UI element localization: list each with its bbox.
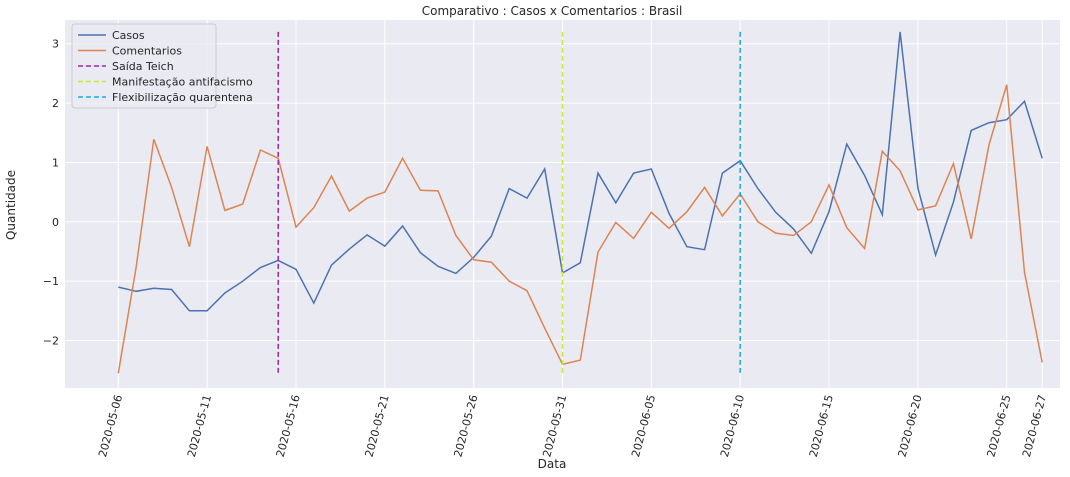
x-tick-label: 2020-05-31 <box>540 393 569 458</box>
series-lines <box>117 31 1043 374</box>
y-tick-label: 1 <box>52 156 59 169</box>
legend: Casos Comentarios Saída Teich Manifestação … <box>71 23 253 109</box>
x-tick-label: 2020-05-21 <box>363 393 392 458</box>
x-tick-label: 2020-06-20 <box>896 393 925 458</box>
legend-box <box>71 23 217 109</box>
chart-title: Comparativo : Casos x Comentarios : Bras… <box>422 4 683 18</box>
legend-label: Manifestação antifacismo <box>112 76 253 89</box>
legend-label: Saída Teich <box>112 60 174 73</box>
y-tick-label: 0 <box>52 216 59 229</box>
legend-label: Flexibilização quarentena <box>112 91 253 104</box>
y-axis-label: Quantidade <box>4 170 18 240</box>
legend-label: Comentarios <box>112 45 182 58</box>
series-line-comentarios <box>117 84 1043 374</box>
y-tick-label: 2 <box>52 97 59 110</box>
series-line-casos <box>118 31 1043 312</box>
y-tick-label: −1 <box>43 275 59 288</box>
x-tick-label: 2020-06-05 <box>629 393 658 458</box>
x-tick-label: 2020-06-10 <box>718 393 747 458</box>
x-axis-label: Data <box>538 457 567 471</box>
legend-label: Casos <box>112 29 145 42</box>
y-tick-label: −2 <box>43 335 59 348</box>
x-tick-label: 2020-06-15 <box>807 393 836 458</box>
x-tick-label: 2020-05-16 <box>274 393 303 458</box>
x-tick-label: 2020-05-26 <box>451 393 480 458</box>
y-tick-label: 3 <box>52 38 59 51</box>
x-tick-label: 2020-05-06 <box>96 393 125 458</box>
x-tick-label: 2020-06-25 <box>984 393 1013 458</box>
x-tick-label: 2020-05-11 <box>185 393 214 458</box>
x-tick-label: 2020-06-27 <box>1020 393 1049 458</box>
